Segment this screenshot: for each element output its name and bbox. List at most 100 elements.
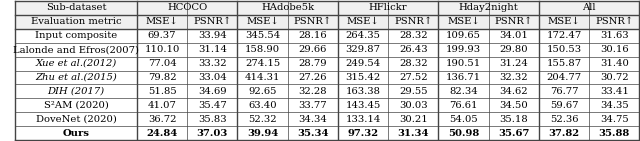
Text: DIH (2017): DIH (2017) <box>47 87 105 96</box>
Text: 76.61: 76.61 <box>449 101 477 110</box>
Text: 33.77: 33.77 <box>298 101 327 110</box>
Text: MSE↓: MSE↓ <box>146 17 179 26</box>
Text: 143.45: 143.45 <box>346 101 381 110</box>
Bar <box>338 1 438 15</box>
Bar <box>539 1 639 15</box>
Text: 32.32: 32.32 <box>499 73 528 82</box>
Bar <box>488 43 539 57</box>
Text: 199.93: 199.93 <box>446 45 481 54</box>
Bar <box>589 126 639 140</box>
Text: 31.40: 31.40 <box>600 59 628 68</box>
Text: 155.87: 155.87 <box>547 59 582 68</box>
Bar <box>388 57 438 70</box>
Bar <box>539 84 589 98</box>
Text: 249.54: 249.54 <box>346 59 381 68</box>
Bar <box>338 57 388 70</box>
Text: 30.72: 30.72 <box>600 73 628 82</box>
Text: 35.47: 35.47 <box>198 101 227 110</box>
Text: 33.32: 33.32 <box>198 59 227 68</box>
Text: Input composite: Input composite <box>35 31 117 40</box>
Bar <box>589 15 639 29</box>
Bar <box>438 1 539 15</box>
Text: 30.03: 30.03 <box>399 101 428 110</box>
Bar <box>237 15 288 29</box>
Text: 32.28: 32.28 <box>298 87 327 96</box>
Bar <box>539 43 589 57</box>
Bar <box>15 1 137 15</box>
Text: 41.07: 41.07 <box>148 101 177 110</box>
Bar <box>388 43 438 57</box>
Text: PSNR↑: PSNR↑ <box>394 17 433 26</box>
Bar <box>288 84 338 98</box>
Bar <box>137 70 188 84</box>
Text: 24.84: 24.84 <box>147 129 178 138</box>
Bar <box>188 98 237 112</box>
Bar <box>488 112 539 126</box>
Text: HAdobe5k: HAdobe5k <box>261 3 314 12</box>
Text: 28.32: 28.32 <box>399 59 428 68</box>
Bar <box>15 98 137 112</box>
Bar <box>338 112 388 126</box>
Bar <box>438 126 488 140</box>
Text: 27.52: 27.52 <box>399 73 428 82</box>
Text: 30.21: 30.21 <box>399 115 428 124</box>
Text: 79.82: 79.82 <box>148 73 177 82</box>
Text: 52.36: 52.36 <box>550 115 578 124</box>
Bar <box>539 126 589 140</box>
Bar <box>388 29 438 43</box>
Text: 274.15: 274.15 <box>245 59 280 68</box>
Bar <box>137 57 188 70</box>
Text: Lalonde and Efros(2007): Lalonde and Efros(2007) <box>13 45 139 54</box>
Bar <box>488 57 539 70</box>
Bar <box>137 98 188 112</box>
Text: 82.34: 82.34 <box>449 87 478 96</box>
Text: MSE↓: MSE↓ <box>447 17 480 26</box>
Bar <box>388 15 438 29</box>
Text: 28.79: 28.79 <box>298 59 327 68</box>
Bar <box>288 70 338 84</box>
Bar <box>539 57 589 70</box>
Bar <box>589 57 639 70</box>
Bar <box>137 126 188 140</box>
Bar <box>188 57 237 70</box>
Text: 29.55: 29.55 <box>399 87 428 96</box>
Bar <box>15 126 137 140</box>
Bar <box>15 29 137 43</box>
Text: PSNR↑: PSNR↑ <box>595 17 634 26</box>
Bar <box>338 126 388 140</box>
Bar <box>438 98 488 112</box>
Text: 34.34: 34.34 <box>298 115 327 124</box>
Text: 39.94: 39.94 <box>247 129 278 138</box>
Bar <box>438 70 488 84</box>
Text: Hday2night: Hday2night <box>459 3 518 12</box>
Text: 50.98: 50.98 <box>448 129 479 138</box>
Text: All: All <box>582 3 596 12</box>
Bar <box>188 84 237 98</box>
Text: 33.41: 33.41 <box>600 87 628 96</box>
Bar <box>488 15 539 29</box>
Bar <box>539 98 589 112</box>
Bar <box>188 43 237 57</box>
Bar <box>188 70 237 84</box>
Bar <box>388 70 438 84</box>
Bar <box>589 29 639 43</box>
Text: 34.35: 34.35 <box>600 101 628 110</box>
Text: 150.53: 150.53 <box>547 45 582 54</box>
Bar <box>589 112 639 126</box>
Text: 35.67: 35.67 <box>498 129 529 138</box>
Bar <box>338 29 388 43</box>
Bar <box>589 98 639 112</box>
Text: 26.43: 26.43 <box>399 45 428 54</box>
Bar <box>237 29 288 43</box>
Bar <box>237 70 288 84</box>
Text: MSE↓: MSE↓ <box>246 17 279 26</box>
Bar <box>288 112 338 126</box>
Text: Ours: Ours <box>63 129 90 138</box>
Bar <box>589 43 639 57</box>
Bar <box>188 29 237 43</box>
Text: 110.10: 110.10 <box>145 45 180 54</box>
Bar <box>15 15 137 29</box>
Bar <box>488 98 539 112</box>
Bar <box>539 70 589 84</box>
Text: 54.05: 54.05 <box>449 115 478 124</box>
